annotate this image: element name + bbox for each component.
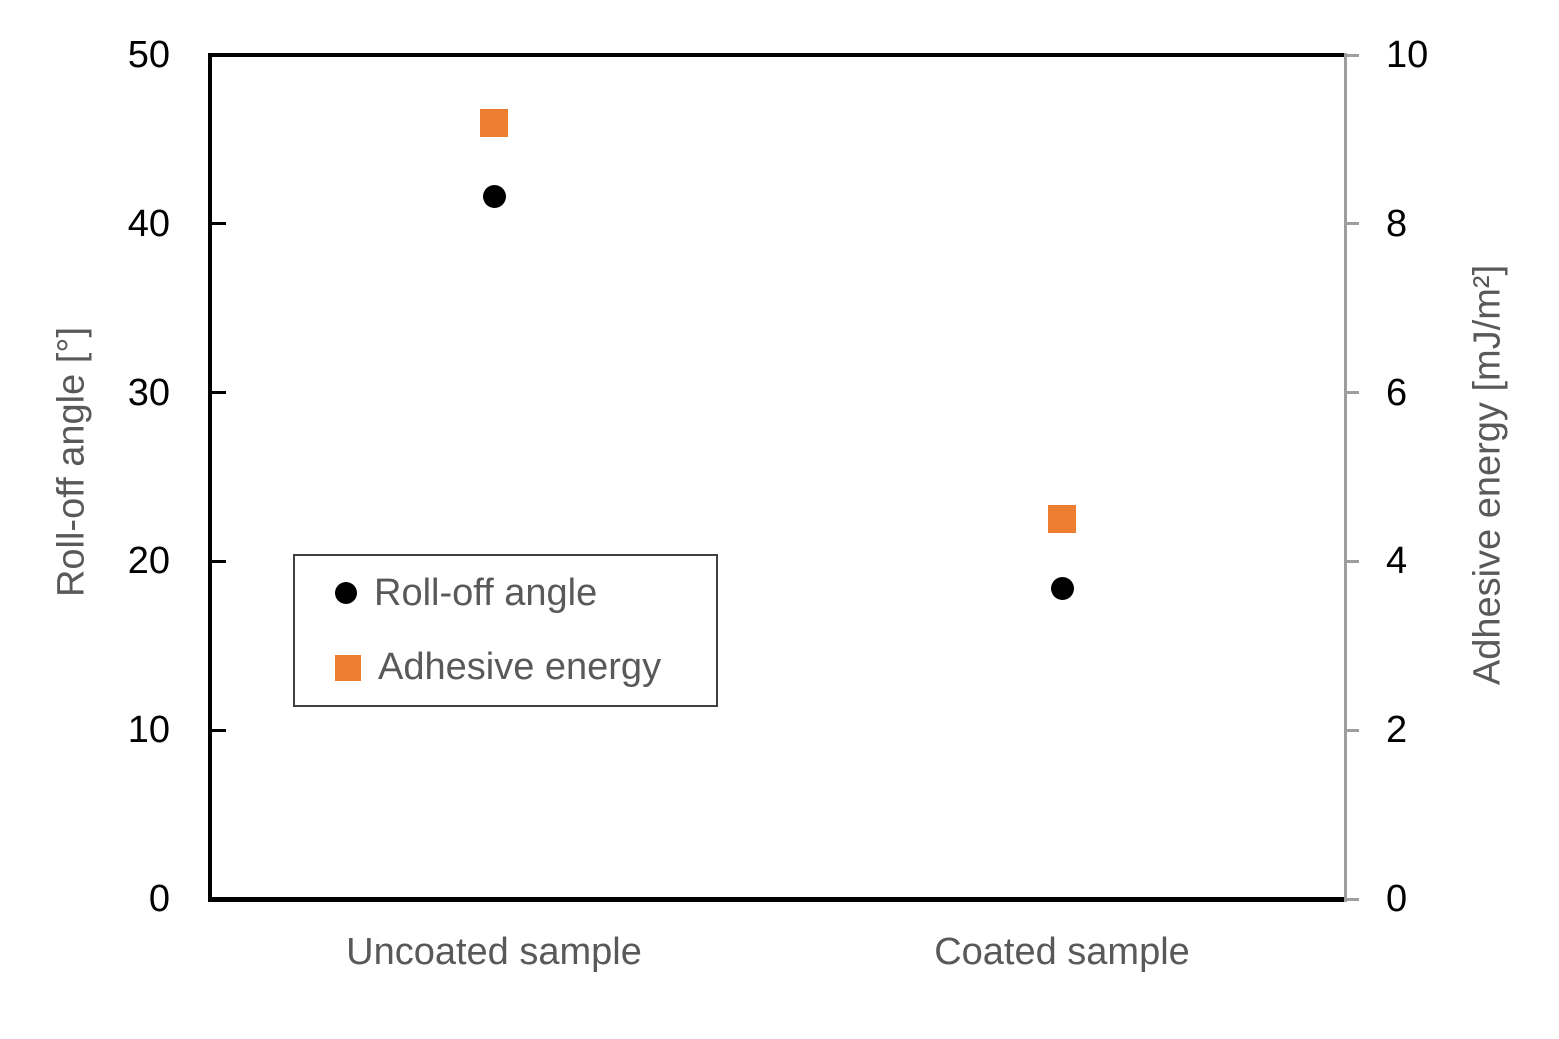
left-axis-tick-10 xyxy=(212,728,226,732)
legend-item-roll-off-angle: Roll-off angle xyxy=(335,556,716,631)
left-axis-tick-label-50: 50 xyxy=(127,34,170,76)
right-axis-tick-label-4: 4 xyxy=(1386,540,1408,583)
point-square-coated-sample xyxy=(1048,505,1076,534)
left-axis-tick-40 xyxy=(212,222,226,226)
left-axis-tick-label-40: 40 xyxy=(127,202,170,245)
right-axis-tick-2 xyxy=(1347,728,1359,732)
right-axis-title: Adhesive energy [mJ/m²] xyxy=(1466,264,1509,686)
left-axis-tick-label-20: 20 xyxy=(127,540,170,583)
left-axis-line xyxy=(208,53,212,902)
legend: Roll-off angle Adhesive energy xyxy=(293,554,718,707)
right-axis-tick-label-0: 0 xyxy=(1386,878,1408,920)
left-axis-tick-label-10: 10 xyxy=(127,709,170,752)
right-axis-line xyxy=(1344,53,1347,902)
right-axis-tick-label-8: 8 xyxy=(1386,202,1408,245)
point-circle-coated-sample xyxy=(1050,576,1074,600)
left-axis-tick-50 xyxy=(212,53,226,57)
right-axis-tick-label-10: 10 xyxy=(1386,34,1429,76)
point-circle-uncoated-sample xyxy=(482,185,506,209)
point-square-uncoated-sample xyxy=(480,108,508,137)
left-axis-tick-label-0: 0 xyxy=(148,878,170,920)
right-axis-tick-0 xyxy=(1347,897,1359,901)
right-axis-tick-label-2: 2 xyxy=(1386,709,1408,752)
left-axis-tick-20 xyxy=(212,559,226,563)
legend-label-adhesive-energy: Adhesive energy xyxy=(378,646,662,689)
square-marker-icon xyxy=(335,654,361,681)
left-axis-tick-0 xyxy=(212,897,226,901)
right-axis-tick-8 xyxy=(1347,222,1359,226)
right-axis-tick-4 xyxy=(1347,559,1359,563)
plot-border-top xyxy=(208,53,1347,57)
left-axis-tick-label-30: 30 xyxy=(127,371,170,414)
category-label-1: Coated sample xyxy=(934,931,1190,973)
plot-border-bottom xyxy=(208,897,1347,902)
left-axis-tick-30 xyxy=(212,391,226,395)
left-axis-title: Roll-off angle [°] xyxy=(50,326,93,598)
circle-marker-icon xyxy=(335,582,357,605)
category-label-0: Uncoated sample xyxy=(346,931,642,973)
right-axis-tick-10 xyxy=(1347,53,1359,57)
right-axis-tick-label-6: 6 xyxy=(1386,371,1408,414)
legend-label-roll-off-angle: Roll-off angle xyxy=(374,571,598,614)
right-axis-tick-6 xyxy=(1347,391,1359,395)
legend-item-adhesive-energy: Adhesive energy xyxy=(335,631,716,706)
